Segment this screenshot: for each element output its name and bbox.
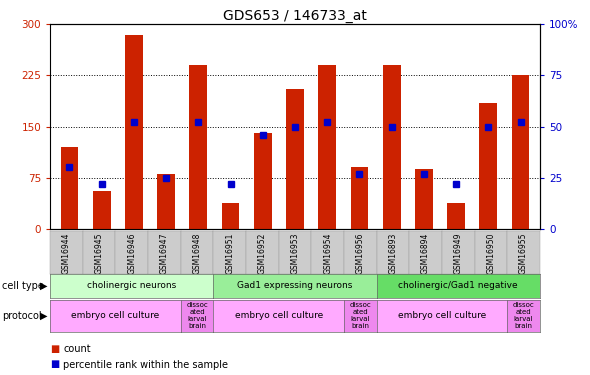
Text: count: count — [63, 344, 91, 354]
Text: cholinergic/Gad1 negative: cholinergic/Gad1 negative — [398, 281, 518, 290]
Bar — [319, 65, 336, 229]
Text: GSM16949: GSM16949 — [454, 233, 463, 274]
Bar — [415, 169, 432, 229]
Text: ▶: ▶ — [40, 281, 47, 291]
Text: GSM16953: GSM16953 — [290, 233, 300, 274]
Text: protocol: protocol — [2, 311, 41, 321]
Bar — [158, 174, 175, 229]
Bar — [189, 65, 207, 229]
Bar — [447, 203, 465, 229]
Text: GSM16951: GSM16951 — [225, 233, 234, 274]
Text: dissoc
ated
larval
brain: dissoc ated larval brain — [513, 302, 535, 330]
Text: ▶: ▶ — [40, 311, 47, 321]
Text: cholinergic neurons: cholinergic neurons — [87, 281, 176, 290]
Text: GSM16950: GSM16950 — [486, 233, 496, 274]
Text: GSM16894: GSM16894 — [421, 233, 430, 274]
Text: percentile rank within the sample: percentile rank within the sample — [63, 360, 228, 369]
Bar — [125, 34, 143, 229]
Bar — [350, 167, 368, 229]
Text: GDS653 / 146733_at: GDS653 / 146733_at — [223, 9, 367, 23]
Text: embryo cell culture: embryo cell culture — [71, 311, 159, 320]
Text: dissoc
ated
larval
brain: dissoc ated larval brain — [349, 302, 371, 330]
Text: GSM16946: GSM16946 — [127, 233, 136, 274]
Text: embryo cell culture: embryo cell culture — [235, 311, 323, 320]
Text: dissoc
ated
larval
brain: dissoc ated larval brain — [186, 302, 208, 330]
Bar — [61, 147, 78, 229]
Bar — [93, 191, 110, 229]
Bar — [222, 203, 240, 229]
Bar — [254, 134, 271, 229]
Text: Gad1 expressing neurons: Gad1 expressing neurons — [237, 281, 353, 290]
Bar — [286, 89, 304, 229]
Text: GSM16945: GSM16945 — [94, 233, 104, 274]
Text: GSM16944: GSM16944 — [62, 233, 71, 274]
Bar — [512, 75, 529, 229]
Text: GSM16893: GSM16893 — [388, 233, 398, 274]
Text: GSM16948: GSM16948 — [192, 233, 202, 274]
Text: ■: ■ — [50, 344, 60, 354]
Text: GSM16956: GSM16956 — [356, 233, 365, 274]
Text: GSM16952: GSM16952 — [258, 233, 267, 274]
Bar — [383, 65, 401, 229]
Text: ■: ■ — [50, 360, 60, 369]
Text: GSM16947: GSM16947 — [160, 233, 169, 274]
Text: cell type: cell type — [2, 281, 44, 291]
Text: GSM16954: GSM16954 — [323, 233, 332, 274]
Text: GSM16955: GSM16955 — [519, 233, 528, 274]
Bar — [480, 103, 497, 229]
Text: embryo cell culture: embryo cell culture — [398, 311, 486, 320]
